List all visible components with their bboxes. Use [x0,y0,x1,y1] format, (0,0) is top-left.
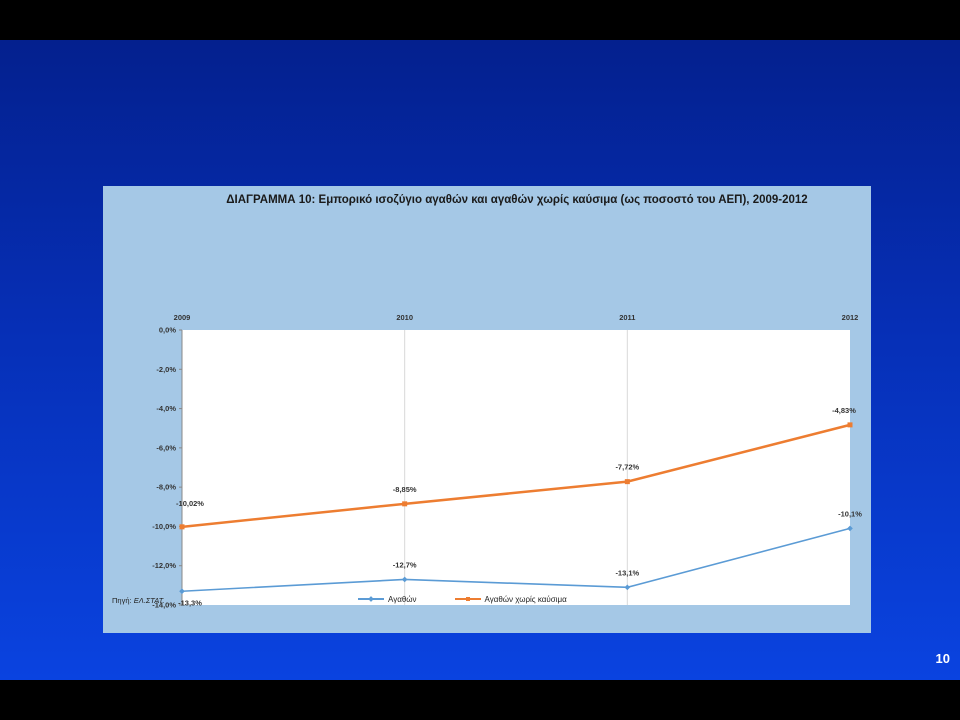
x-tick-label: 2012 [842,313,859,322]
x-tick-label: 2010 [396,313,413,322]
legend-label-goods: Αγαθών [388,594,417,604]
data-label: -13,3% [178,598,202,607]
y-tick-label: -2,0% [156,365,176,374]
legend-item-goods-no-fuel: Αγαθών χωρίς καύσιμα [454,594,567,604]
data-label: -13,1% [615,568,639,577]
chart-title: ΔΙΑΓΡΑΜΜΑ 10: Εμπορικό ισοζύγιο αγαθών κ… [226,194,808,206]
y-tick-label: -14,0% [152,601,176,610]
plot-area [182,330,850,605]
data-point [847,525,853,532]
legend-swatch-goods [358,594,384,604]
bottom-letterbox [0,680,960,720]
data-point [847,422,853,428]
source-label: Πηγή: [112,596,134,605]
data-label: -7,72% [615,463,639,472]
page-number: 10 [935,651,950,666]
chart-panel: ΔΙΑΓΡΑΜΜΑ 10: Εμπορικό ισοζύγιο αγαθών κ… [103,186,871,633]
data-label: -12,7% [393,560,417,569]
slide: ΔΙΑΓΡΑΜΜΑ 10: Εμπορικό ισοζύγιο αγαθών κ… [0,40,960,680]
line-chart: 2009 2010 2011 2012 0,0% -2,0% -4,0% -6,0% -8,0%… [152,313,862,610]
data-point [402,501,408,507]
data-point [624,584,631,591]
x-tick-label: 2011 [619,313,635,322]
legend-swatch-goods-no-fuel [454,594,481,604]
data-point [401,576,408,583]
series-line [181,423,851,529]
chart-legend: Αγαθών Αγαθών χωρίς καύσιμα [358,594,567,604]
legend-item-goods: Αγαθών [358,594,417,604]
y-tick-label: -4,0% [156,404,176,413]
y-tick-label: -8,0% [156,483,176,492]
y-tick-label: 0,0% [159,326,176,335]
source-value: ΕΛ.ΣΤΑΤ. [133,596,165,605]
series-line [181,527,851,593]
source-note: Πηγή: ΕΛ.ΣΤΑΤ. [112,596,165,605]
y-tick-label: -6,0% [156,443,176,452]
data-point [179,524,185,530]
data-point [624,479,630,485]
data-label: -4,83% [832,406,856,415]
data-point [179,588,185,595]
data-label: -8,85% [393,485,417,494]
y-tick-label: -12,0% [152,561,176,570]
data-label: -10,02% [176,499,204,508]
x-tick-label: 2009 [174,313,191,322]
data-label: -10,1% [838,509,862,518]
top-letterbox [0,0,960,40]
legend-label-goods-no-fuel: Αγαθών χωρίς καύσιμα [484,594,567,604]
y-tick-label: -10,0% [152,522,176,531]
